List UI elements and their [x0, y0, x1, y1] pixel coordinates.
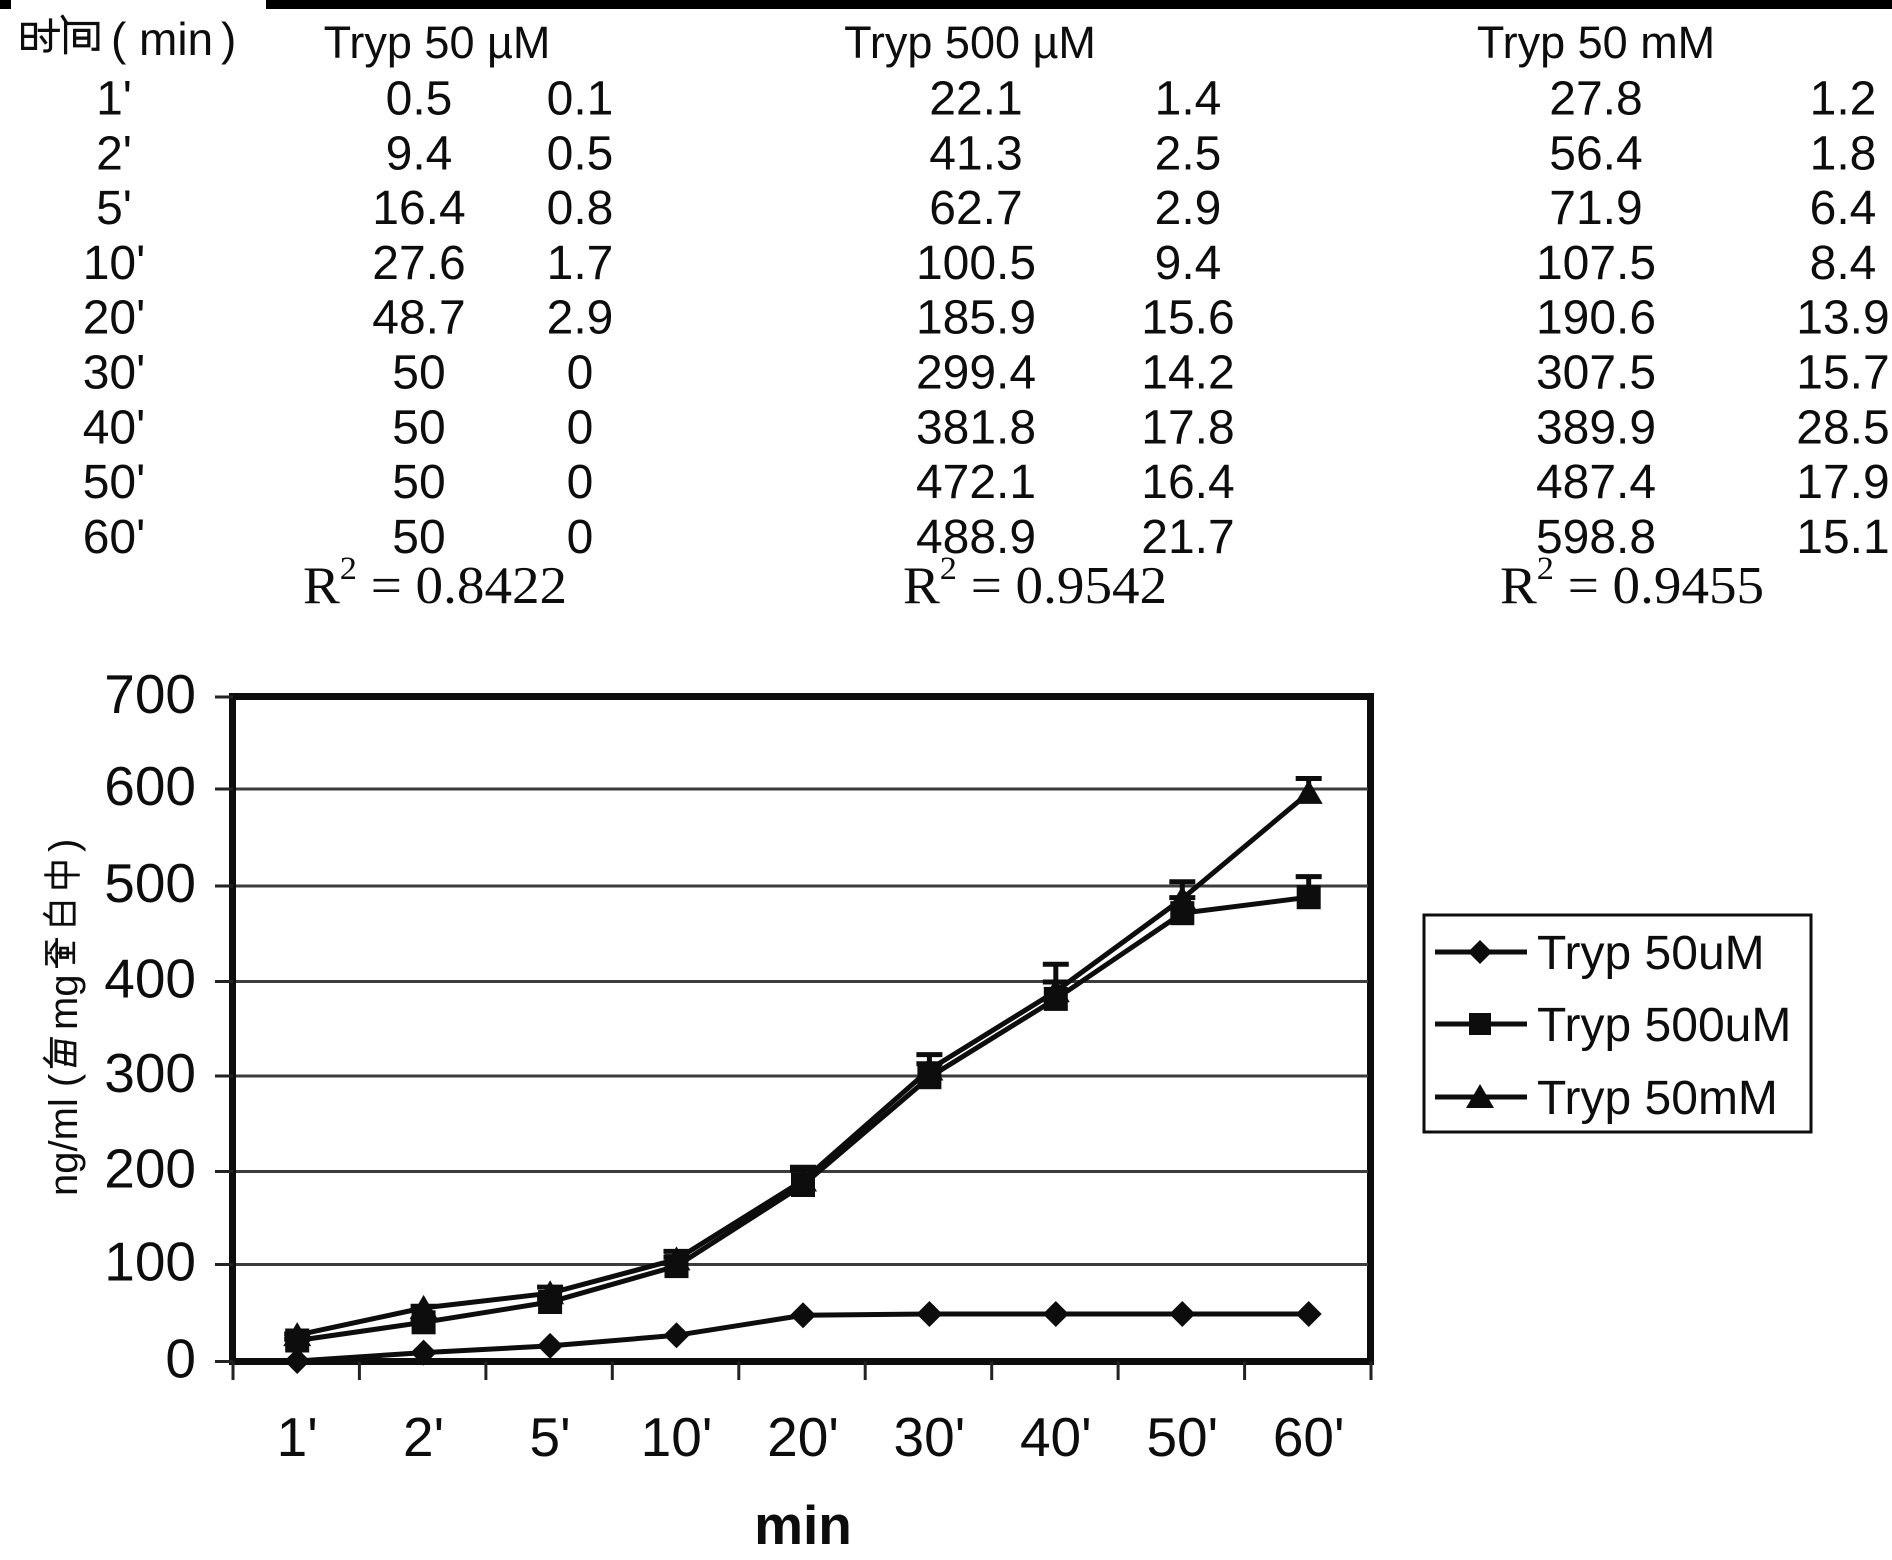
svg-text:62.7: 62.7 — [929, 182, 1022, 235]
svg-text:28.5: 28.5 — [1796, 401, 1889, 454]
svg-text:1.8: 1.8 — [1810, 127, 1877, 180]
svg-text:107.5: 107.5 — [1536, 237, 1656, 290]
svg-text:Tryp 50uM: Tryp 50uM — [1537, 927, 1765, 980]
svg-text:100.5: 100.5 — [916, 237, 1036, 290]
svg-text:mg: mg — [42, 974, 86, 1030]
svg-text:14.2: 14.2 — [1141, 347, 1234, 400]
svg-text:71.9: 71.9 — [1549, 182, 1642, 235]
svg-text:299.4: 299.4 — [916, 347, 1036, 400]
svg-text:307.5: 307.5 — [1536, 347, 1656, 400]
svg-text:600: 600 — [104, 755, 196, 817]
svg-text:21.7: 21.7 — [1141, 511, 1234, 564]
svg-text:): ) — [221, 13, 236, 65]
svg-text:50: 50 — [392, 401, 445, 454]
svg-text:15.7: 15.7 — [1796, 347, 1889, 400]
svg-text:16.4: 16.4 — [372, 182, 465, 235]
svg-text:20': 20' — [767, 1406, 839, 1468]
svg-text:10': 10' — [83, 237, 146, 290]
svg-text:16.4: 16.4 — [1141, 456, 1234, 509]
svg-text:min: min — [139, 13, 213, 65]
svg-text:17.8: 17.8 — [1141, 401, 1234, 454]
svg-text:15.1: 15.1 — [1796, 511, 1889, 564]
svg-text:30': 30' — [894, 1406, 966, 1468]
svg-text:472.1: 472.1 — [916, 456, 1036, 509]
svg-text:50': 50' — [83, 456, 146, 509]
svg-text:50: 50 — [392, 347, 445, 400]
svg-text:185.9: 185.9 — [916, 292, 1036, 345]
svg-text:190.6: 190.6 — [1536, 292, 1656, 345]
svg-text:100: 100 — [104, 1231, 196, 1293]
svg-text:2.9: 2.9 — [1155, 182, 1222, 235]
svg-text:60': 60' — [1273, 1406, 1345, 1468]
svg-text:9.4: 9.4 — [1155, 237, 1222, 290]
svg-text:200: 200 — [104, 1138, 196, 1200]
svg-text:min: min — [754, 1494, 852, 1556]
svg-text:13.9: 13.9 — [1796, 292, 1889, 345]
svg-text:488.9: 488.9 — [916, 511, 1036, 564]
svg-text:48.7: 48.7 — [372, 292, 465, 345]
svg-text:Tryp 500 µM: Tryp 500 µM — [844, 17, 1096, 68]
svg-text:15.6: 15.6 — [1141, 292, 1234, 345]
svg-text:8.4: 8.4 — [1810, 237, 1877, 290]
svg-text:6.4: 6.4 — [1810, 182, 1877, 235]
svg-text:389.9: 389.9 — [1536, 401, 1656, 454]
svg-text:Tryp 50 mM: Tryp 50 mM — [1477, 17, 1715, 68]
svg-text:Tryp 50 µM: Tryp 50 µM — [324, 17, 551, 68]
svg-text:R2 = 0.8422: R2 = 0.8422 — [303, 551, 567, 615]
svg-text:30': 30' — [83, 347, 146, 400]
svg-text:9.4: 9.4 — [386, 127, 453, 180]
svg-text:40': 40' — [83, 401, 146, 454]
svg-text:300: 300 — [104, 1042, 196, 1104]
svg-text:Tryp 500uM: Tryp 500uM — [1537, 999, 1791, 1052]
svg-text:0.8: 0.8 — [547, 182, 614, 235]
svg-text:0.1: 0.1 — [547, 73, 614, 126]
svg-text:): ) — [42, 839, 86, 852]
svg-text:1.4: 1.4 — [1155, 73, 1222, 126]
svg-text:2.9: 2.9 — [547, 292, 614, 345]
svg-text:0: 0 — [567, 401, 594, 454]
svg-text:5': 5' — [96, 182, 132, 235]
svg-text:700: 700 — [104, 663, 196, 725]
svg-text:Tryp 50mM: Tryp 50mM — [1537, 1072, 1778, 1125]
svg-text:1': 1' — [96, 73, 132, 126]
svg-text:0: 0 — [567, 347, 594, 400]
svg-text:R2 = 0.9455: R2 = 0.9455 — [1500, 551, 1764, 615]
svg-text:0: 0 — [567, 456, 594, 509]
svg-text:10': 10' — [641, 1406, 713, 1468]
svg-text:598.8: 598.8 — [1536, 511, 1656, 564]
svg-text:40': 40' — [1020, 1406, 1092, 1468]
svg-text:0.5: 0.5 — [547, 127, 614, 180]
svg-text:50': 50' — [1146, 1406, 1218, 1468]
svg-text:2.5: 2.5 — [1155, 127, 1222, 180]
svg-text:5': 5' — [530, 1406, 571, 1468]
svg-text:(: ( — [111, 13, 127, 65]
svg-text:R2 = 0.9542: R2 = 0.9542 — [903, 551, 1167, 615]
svg-text:60': 60' — [83, 511, 146, 564]
svg-text:2': 2' — [96, 127, 132, 180]
svg-text:0.5: 0.5 — [386, 73, 453, 126]
svg-text:487.4: 487.4 — [1536, 456, 1656, 509]
svg-text:1': 1' — [277, 1406, 318, 1468]
svg-text:56.4: 56.4 — [1549, 127, 1642, 180]
svg-text:22.1: 22.1 — [929, 73, 1022, 126]
svg-text:400: 400 — [104, 948, 196, 1010]
svg-text:41.3: 41.3 — [929, 127, 1022, 180]
svg-text:0: 0 — [165, 1328, 196, 1390]
svg-text:50: 50 — [392, 511, 445, 564]
svg-text:381.8: 381.8 — [916, 401, 1036, 454]
svg-text:17.9: 17.9 — [1796, 456, 1889, 509]
svg-text:1.7: 1.7 — [547, 237, 614, 290]
svg-text:50: 50 — [392, 456, 445, 509]
svg-text:1.2: 1.2 — [1810, 73, 1877, 126]
svg-text:0: 0 — [567, 511, 594, 564]
svg-text:27.6: 27.6 — [372, 237, 465, 290]
svg-text:20': 20' — [83, 292, 146, 345]
svg-text:ng/ml (: ng/ml ( — [42, 1073, 86, 1196]
svg-text:27.8: 27.8 — [1549, 73, 1642, 126]
svg-text:2': 2' — [403, 1406, 444, 1468]
svg-text:500: 500 — [104, 852, 196, 914]
